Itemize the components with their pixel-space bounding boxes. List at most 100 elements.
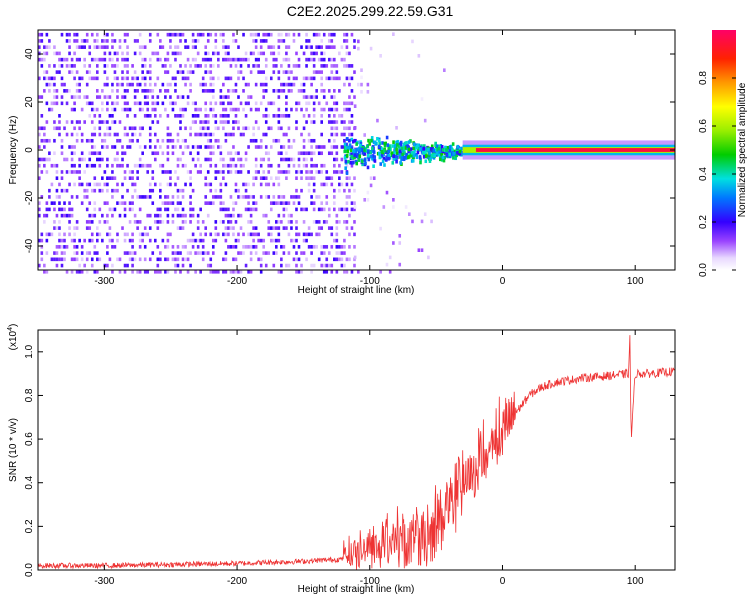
heatmap-cell bbox=[88, 114, 92, 118]
heatmap-cell bbox=[209, 182, 213, 187]
heatmap-cell bbox=[63, 82, 66, 87]
heatmap-cell bbox=[352, 149, 356, 154]
heatmap-cell bbox=[53, 89, 56, 93]
heatmap-cell bbox=[60, 176, 64, 180]
heatmap-cell bbox=[252, 182, 255, 187]
heatmap-cell bbox=[65, 132, 69, 137]
heatmap-cell bbox=[237, 57, 240, 62]
heatmap-cell bbox=[333, 257, 336, 262]
heatmap-cell bbox=[78, 76, 81, 81]
heatmap-cell bbox=[209, 57, 213, 62]
heatmap-cell bbox=[217, 57, 220, 62]
heatmap-cell bbox=[153, 114, 157, 118]
heatmap-cell bbox=[272, 201, 276, 205]
heatmap-cell bbox=[181, 207, 185, 212]
heatmap-cell bbox=[292, 64, 296, 68]
heatmap-cell bbox=[58, 245, 61, 249]
heatmap-cell bbox=[73, 170, 76, 174]
heatmap-cell bbox=[75, 226, 79, 230]
heatmap-cell bbox=[55, 257, 59, 262]
heatmap-cell bbox=[444, 145, 447, 150]
heatmap-cell bbox=[257, 145, 260, 149]
heatmap-cell bbox=[229, 132, 233, 137]
heatmap-cell bbox=[392, 32, 395, 36]
heatmap-cell bbox=[275, 114, 278, 118]
heatmap-cell bbox=[186, 45, 190, 49]
heatmap-cell bbox=[189, 213, 192, 218]
heatmap-cell bbox=[373, 155, 377, 159]
heatmap-cell bbox=[423, 118, 427, 123]
heatmap-cell bbox=[287, 114, 291, 118]
heatmap-cell bbox=[206, 120, 210, 124]
heatmap-cell bbox=[143, 95, 147, 99]
heatmap-cell bbox=[45, 70, 49, 74]
heatmap-cell bbox=[297, 32, 301, 37]
heatmap-cell bbox=[80, 151, 84, 156]
heatmap-cell bbox=[60, 263, 64, 268]
figure-title: C2E2.2025.299.22.59.G31 bbox=[287, 3, 454, 19]
heatmap-cell bbox=[350, 32, 354, 37]
heatmap-cell bbox=[262, 170, 266, 174]
heatmap-cell bbox=[164, 257, 167, 262]
heatmap-cell bbox=[73, 145, 76, 149]
heatmap-cell bbox=[38, 238, 41, 243]
heatmap-cell bbox=[174, 89, 177, 93]
heatmap-cell bbox=[356, 153, 359, 157]
heatmap-cell bbox=[206, 201, 210, 205]
heatmap-cell bbox=[113, 64, 117, 68]
heatmap-cell bbox=[159, 195, 162, 199]
heatmap-cell bbox=[156, 76, 160, 81]
heatmap-cell bbox=[244, 126, 248, 131]
heatmap-cell bbox=[350, 201, 354, 205]
heatmap-cell bbox=[63, 232, 66, 237]
heatmap-cell bbox=[222, 32, 225, 37]
heatmap-cell bbox=[353, 207, 356, 212]
heatmap-cell bbox=[351, 139, 355, 144]
heatmap-cell bbox=[224, 163, 228, 168]
heatmap-cell bbox=[282, 213, 286, 218]
heatmap-cell bbox=[121, 95, 124, 99]
heatmap-cell bbox=[60, 101, 64, 106]
heatmap-cell bbox=[350, 120, 354, 124]
heatmap-cell bbox=[75, 257, 79, 262]
heatmap-cell bbox=[141, 76, 144, 81]
heatmap-cell bbox=[126, 76, 129, 81]
heatmap-cell bbox=[123, 101, 127, 106]
heatmap-cell bbox=[353, 245, 356, 249]
heatmap-cell bbox=[234, 245, 238, 249]
heatmap-cell bbox=[65, 170, 69, 174]
heatmap-cell bbox=[403, 141, 407, 146]
heatmap-cell bbox=[111, 195, 114, 199]
heatmap-cell bbox=[73, 126, 76, 131]
heatmap-cell bbox=[164, 70, 167, 74]
heatmap-cell bbox=[297, 157, 301, 162]
heatmap-cell bbox=[53, 120, 56, 124]
heatmap-cell bbox=[312, 176, 316, 180]
heatmap-cell bbox=[133, 39, 137, 43]
heatmap-cell bbox=[280, 126, 283, 131]
heatmap-cell bbox=[333, 238, 336, 243]
heatmap-cell bbox=[103, 32, 107, 37]
heatmap-cell bbox=[111, 107, 114, 112]
heatmap-cell bbox=[123, 213, 127, 218]
heatmap-cell bbox=[330, 226, 334, 230]
heatmap-cell bbox=[330, 32, 334, 37]
heatmap-cell bbox=[58, 114, 61, 118]
heatmap-cell bbox=[80, 132, 84, 137]
heatmap-cell bbox=[136, 220, 139, 224]
heatmap-cell bbox=[90, 213, 94, 218]
heatmap-cell bbox=[307, 57, 311, 62]
heatmap-cell bbox=[211, 114, 215, 118]
heatmap-cell bbox=[103, 39, 107, 43]
heatmap-cell bbox=[166, 157, 170, 162]
heatmap-cell bbox=[159, 163, 162, 168]
heatmap-cell bbox=[73, 51, 76, 56]
heatmap-cell bbox=[333, 120, 336, 124]
heatmap-cell bbox=[229, 195, 233, 199]
heatmap-cell bbox=[259, 39, 263, 43]
heatmap-cell bbox=[322, 207, 326, 212]
heatmap-cell bbox=[194, 64, 197, 68]
heatmap-cell bbox=[252, 32, 255, 37]
heatmap-cell bbox=[330, 45, 334, 49]
